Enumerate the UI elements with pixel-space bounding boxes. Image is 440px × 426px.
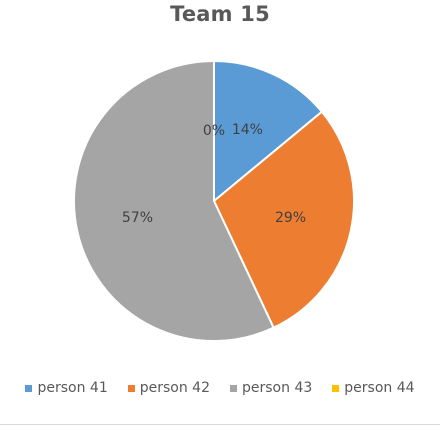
- data-label-person-41: 14%: [232, 122, 263, 138]
- legend-item-person-44: person 44: [332, 380, 415, 396]
- legend-item-person-42: person 42: [127, 380, 210, 396]
- legend-swatch: [127, 384, 135, 392]
- chart-legend: person 41 person 42 person 43 person 44: [0, 380, 440, 396]
- legend-swatch: [25, 384, 33, 392]
- data-label-person-44: 0%: [203, 123, 225, 139]
- pie-slice-person-41: [213, 60, 323, 202]
- divider: [0, 424, 440, 425]
- data-label-person-43: 57%: [122, 210, 153, 226]
- pie-slice-person-43: [73, 60, 275, 342]
- legend-label: person 44: [344, 380, 415, 396]
- legend-item-person-41: person 41: [25, 380, 108, 396]
- legend-item-person-43: person 43: [230, 380, 312, 396]
- legend-label: person 41: [37, 380, 108, 396]
- legend-swatch: [230, 384, 237, 392]
- legend-label: person 43: [242, 380, 313, 396]
- chart-title: Team 15: [170, 2, 270, 26]
- data-label-person-42: 29%: [275, 210, 306, 226]
- legend-swatch: [332, 384, 340, 392]
- pie-plot-area: 14% 29% 57% 0%: [73, 60, 355, 342]
- legend-label: person 42: [139, 380, 210, 396]
